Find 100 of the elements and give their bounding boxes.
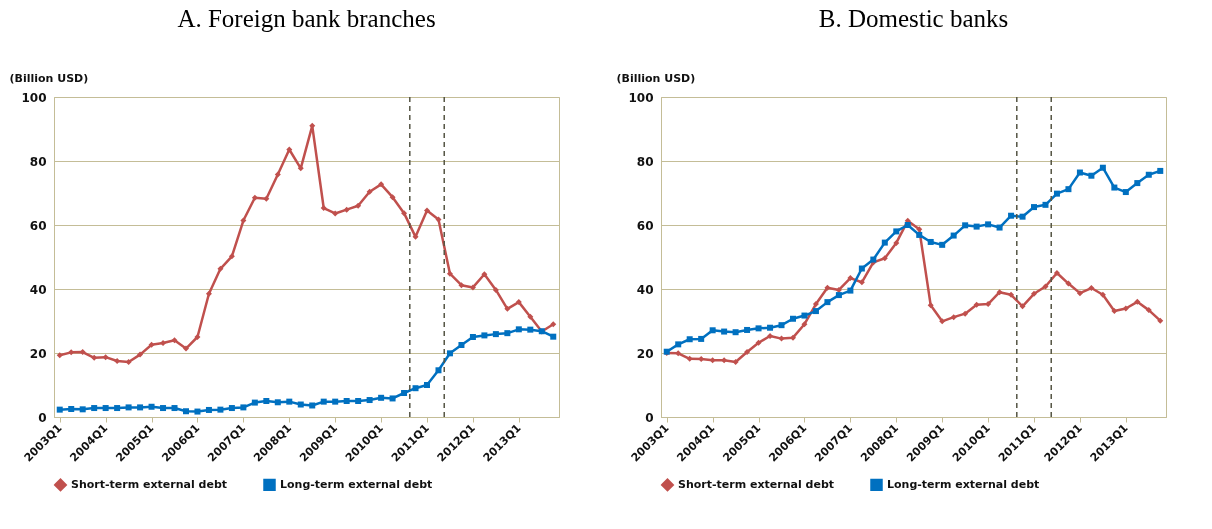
point (91, 405, 98, 412)
point (996, 224, 1003, 231)
point (515, 299, 522, 306)
point (847, 287, 854, 294)
point (401, 390, 408, 396)
point (274, 399, 281, 406)
y-tick-label: 20 (636, 346, 654, 361)
point (137, 404, 144, 411)
point (343, 398, 350, 404)
point (320, 205, 327, 212)
y-tick-label: 0 (645, 410, 654, 425)
point (686, 355, 693, 362)
legend-label: Long-term external debt (280, 477, 433, 491)
point (801, 312, 808, 319)
y-tick-label: 60 (636, 218, 654, 233)
point (228, 405, 235, 412)
point (881, 255, 888, 262)
point (148, 403, 155, 410)
point (881, 239, 888, 246)
point (1019, 303, 1026, 310)
point (950, 314, 957, 321)
point (916, 226, 923, 233)
point (939, 318, 946, 325)
point (824, 284, 831, 291)
point (893, 239, 900, 246)
point (1031, 290, 1038, 297)
point (778, 322, 785, 329)
point (286, 398, 293, 405)
chart-title: B. Domestic banks (818, 5, 1009, 32)
y-tick-label: 80 (29, 154, 47, 169)
point (492, 286, 499, 293)
legend-label: Short-term external debt (71, 477, 228, 491)
y-axis-title: (Billion USD) (616, 71, 696, 85)
point (251, 194, 258, 201)
point (1099, 164, 1106, 171)
point (515, 326, 522, 333)
point (102, 354, 109, 361)
point (1145, 171, 1152, 178)
point (904, 222, 911, 228)
point (194, 334, 201, 340)
point (893, 228, 900, 235)
point (962, 310, 969, 317)
point (847, 275, 854, 282)
point (469, 334, 476, 340)
point (378, 181, 385, 188)
point (125, 358, 132, 365)
point (263, 398, 270, 404)
point (721, 328, 728, 335)
point (332, 398, 339, 405)
point (550, 333, 557, 340)
point (996, 289, 1003, 296)
point (732, 329, 739, 336)
point (812, 301, 819, 308)
y-tick-label: 40 (29, 282, 47, 297)
point (1065, 280, 1072, 287)
point (412, 385, 419, 392)
y-tick-label: 0 (38, 410, 47, 425)
point (950, 232, 957, 239)
point (801, 321, 808, 328)
point (1122, 305, 1129, 312)
point (675, 350, 682, 357)
y-tick-label: 20 (29, 346, 47, 361)
chart-title: A. Foreign bank branches (177, 5, 436, 32)
point (343, 206, 350, 213)
point (835, 292, 842, 299)
point (194, 408, 201, 415)
point (1031, 204, 1038, 211)
point (973, 301, 980, 308)
point (744, 349, 751, 356)
point (985, 221, 992, 228)
point (79, 406, 86, 413)
legend-label: Short-term external debt (678, 477, 835, 491)
point (286, 146, 293, 153)
point (755, 325, 762, 332)
point (435, 216, 442, 223)
point (985, 301, 992, 308)
point (446, 270, 453, 277)
point (297, 165, 304, 172)
point (102, 405, 109, 412)
point (698, 335, 705, 342)
point (389, 395, 396, 402)
point (148, 341, 155, 348)
y-tick-label: 40 (636, 282, 654, 297)
point (469, 284, 476, 291)
point (458, 342, 465, 348)
point (182, 345, 189, 352)
point (504, 305, 511, 312)
point (1099, 291, 1106, 298)
point (309, 122, 316, 129)
point (240, 217, 247, 224)
point (973, 223, 980, 230)
point (1076, 290, 1083, 297)
point (1111, 184, 1118, 191)
point (767, 324, 774, 331)
point (789, 315, 796, 322)
point (160, 405, 167, 412)
point (1008, 291, 1015, 298)
point (366, 188, 373, 195)
point (68, 349, 75, 356)
point (1111, 308, 1118, 315)
